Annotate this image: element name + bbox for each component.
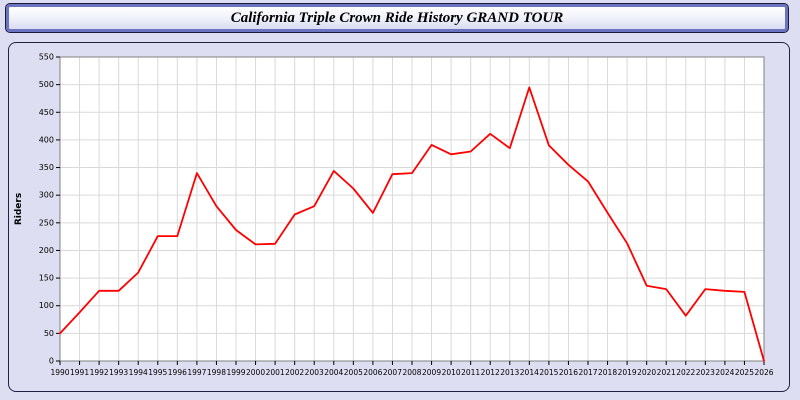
x-tick-label: 2012: [481, 368, 500, 377]
x-tick-label: 2017: [578, 368, 597, 377]
x-tick-label: 1997: [187, 368, 206, 377]
y-tick-label: 450: [39, 108, 54, 117]
x-tick-label: 1998: [207, 368, 226, 377]
x-tick-label: 2002: [285, 368, 304, 377]
y-tick-label: 150: [39, 274, 54, 283]
y-tick-label: 500: [39, 80, 54, 89]
x-tick-label: 1999: [226, 368, 245, 377]
x-tick-label: 2014: [520, 368, 539, 377]
y-tick-label: 0: [49, 357, 54, 366]
x-tick-label: 2006: [363, 368, 382, 377]
x-tick-label: 2000: [246, 368, 265, 377]
x-tick-label: 1994: [129, 368, 148, 377]
x-tick-label: 2020: [637, 368, 656, 377]
chart-panel: 0 50 100 150 200 250 300 350 400 450 500 550 1990 199…: [8, 42, 790, 392]
y-tick-label: 550: [39, 53, 54, 62]
x-tick-label: 1991: [70, 368, 89, 377]
x-tick-label: 2010: [442, 368, 461, 377]
y-tick-label: 200: [39, 246, 54, 255]
y-tick-label: 100: [39, 301, 54, 310]
x-tick-label: 2026: [754, 368, 773, 377]
y-tick-label: 300: [39, 191, 54, 200]
riders-data-line: [59, 86, 765, 362]
x-tick-label: 2022: [676, 368, 695, 377]
x-tick-label: 2019: [618, 368, 637, 377]
x-tick-label: 2004: [324, 368, 343, 377]
x-tick-label: 2021: [657, 368, 676, 377]
x-tick-label: 1990: [50, 368, 69, 377]
x-tick-label: 2001: [266, 368, 285, 377]
x-tick-label: 1993: [109, 368, 128, 377]
y-axis-label: Riders: [14, 193, 24, 225]
x-tick-label: 2011: [461, 368, 480, 377]
x-tick-label: 1992: [90, 368, 109, 377]
x-tick-label: 2015: [539, 368, 558, 377]
x-tick-label: 2023: [696, 368, 715, 377]
x-tick-label: 2018: [598, 368, 617, 377]
chart-title: California Triple Crown Ride History GRA…: [230, 9, 564, 26]
x-tick-label: 2009: [422, 368, 441, 377]
x-tick-label: 1995: [148, 368, 167, 377]
chart-title-bar: California Triple Crown Ride History GRA…: [5, 3, 789, 33]
y-tick-label: 400: [39, 135, 54, 144]
x-tick-label: 2025: [735, 368, 754, 377]
y-tick-label: 50: [44, 329, 54, 338]
y-tick-label: 350: [39, 163, 54, 172]
x-tick-label: 2005: [344, 368, 363, 377]
x-tick-label: 2024: [715, 368, 734, 377]
x-tick-label: 2003: [305, 368, 324, 377]
y-tick-label: 250: [39, 218, 54, 227]
x-tick-label: 1996: [168, 368, 187, 377]
x-tick-label: 2013: [500, 368, 519, 377]
x-tick-label: 2008: [402, 368, 421, 377]
x-tick-label: 2016: [559, 368, 578, 377]
x-tick-label: 2007: [383, 368, 402, 377]
